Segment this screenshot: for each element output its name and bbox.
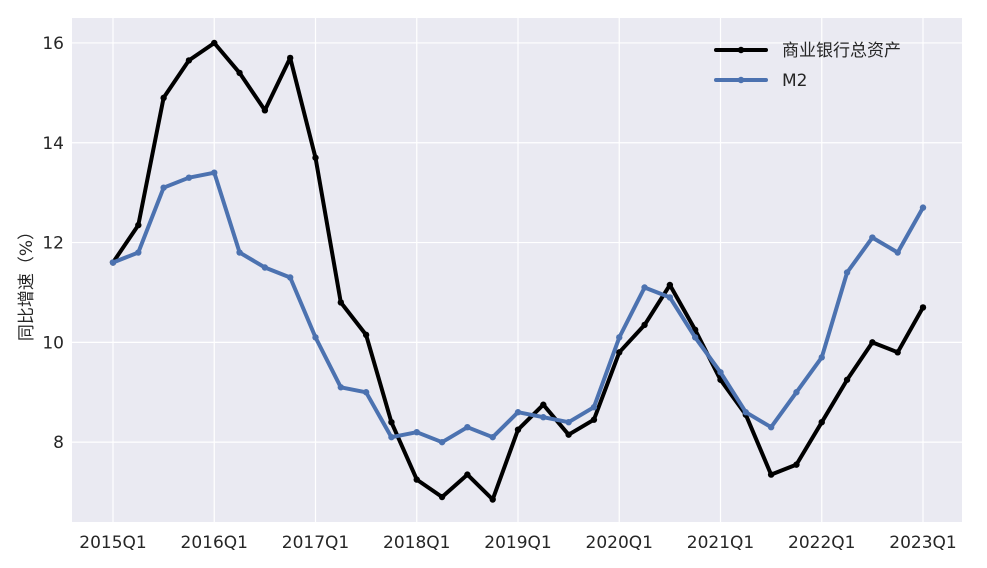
data-point [590,416,598,423]
x-tick-label: 2023Q1 [889,533,956,553]
data-point [767,471,775,478]
data-point [160,184,167,191]
data-point [438,493,446,501]
data-point [742,409,750,416]
data-point [388,433,395,441]
series-2 [109,169,927,446]
legend-label: M2 [782,71,807,91]
data-point [135,249,142,256]
legend-item: M2 [714,71,807,91]
data-point [337,299,345,306]
data-point [590,404,598,411]
x-tick-label: 2019Q1 [484,533,551,553]
y-tick-label: 14 [42,134,64,154]
x-tick-label: 2022Q1 [788,533,855,553]
data-point [185,174,193,181]
legend-marker [737,46,745,54]
x-tick-label: 2016Q1 [181,533,248,553]
data-point [843,269,851,276]
data-point [514,409,522,416]
grid-lines [72,18,962,522]
data-point [767,423,775,431]
data-point [843,376,851,383]
data-point [185,57,193,64]
data-point [616,349,623,356]
data-point [818,418,825,426]
x-tick-label: 2021Q1 [687,533,754,553]
data-point [793,461,800,468]
data-point [413,428,420,436]
y-tick-label: 10 [42,333,64,353]
data-point [565,431,572,438]
y-tick-label: 16 [42,34,64,54]
data-point [464,423,471,431]
legend-label: 商业银行总资产 [782,41,901,61]
data-point [489,496,496,503]
data-point [919,304,927,311]
y-axis-ticks: 8 10 12 14 16 [42,34,64,453]
legend-marker [737,76,745,84]
y-axis-title: 同比增速（%） [17,223,37,341]
data-point [312,154,319,161]
data-point [236,249,243,256]
series-layer [109,39,927,503]
data-point [793,389,800,396]
data-point [818,354,825,361]
data-point [464,471,471,478]
y-tick-label: 8 [53,433,64,453]
data-point [666,294,674,301]
data-point [286,54,294,62]
data-point [211,39,218,47]
x-tick-label: 2015Q1 [79,533,146,553]
data-point [337,384,345,391]
data-point [388,418,395,426]
data-point [135,221,142,229]
data-point [919,204,927,211]
data-point [362,389,370,396]
data-point [261,264,269,271]
data-point [691,334,699,341]
data-point [540,401,547,408]
data-point [489,433,496,441]
x-tick-label: 2020Q1 [586,533,653,553]
data-point [894,249,901,256]
data-point [717,369,724,376]
legend: 商业银行总资产 M2 [714,41,901,91]
x-tick-label: 2018Q1 [383,533,450,553]
series-1 [109,39,927,503]
plot-background [72,18,962,522]
data-point [514,426,522,433]
data-point [641,321,648,329]
data-point [413,476,420,483]
data-point [211,169,218,176]
data-point [616,334,623,341]
y-tick-label: 12 [42,234,64,254]
data-point [109,259,117,266]
data-point [666,281,674,289]
data-point [160,94,167,102]
data-point [286,274,294,281]
x-axis-ticks: 2015Q1 2016Q1 2017Q1 2018Q1 2019Q1 2020Q1 2021… [79,533,956,553]
data-point [894,349,901,356]
data-point [362,331,370,339]
data-point [565,418,572,426]
data-point [236,69,243,77]
data-point [641,284,648,291]
x-tick-label: 2017Q1 [282,533,349,553]
data-point [438,438,446,446]
data-point [261,107,269,114]
legend-item: 商业银行总资产 [714,41,901,61]
data-point [869,339,876,346]
data-point [540,414,547,421]
data-point [312,334,319,341]
data-point [869,234,876,241]
